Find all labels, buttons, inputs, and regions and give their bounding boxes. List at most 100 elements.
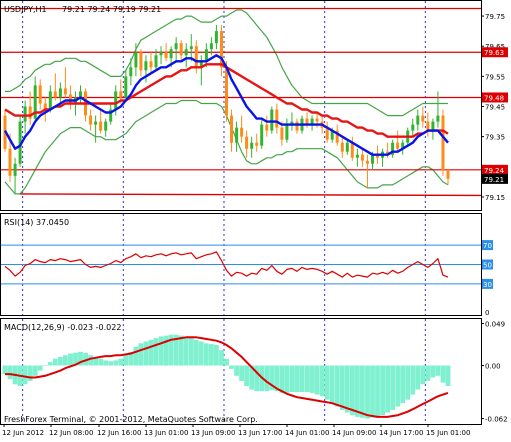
- candle-body[interactable]: [365, 160, 369, 164]
- candle-body[interactable]: [204, 49, 208, 62]
- candle-body[interactable]: [230, 115, 233, 143]
- candle-body[interactable]: [396, 142, 400, 149]
- macd-histogram-bar: [249, 365, 255, 390]
- rsi-pane-frame[interactable]: [0, 213, 482, 316]
- candle-body[interactable]: [169, 49, 173, 59]
- macd-histogram-bar: [2, 365, 8, 375]
- trend-line[interactable]: [20, 193, 482, 197]
- candle-body[interactable]: [411, 124, 415, 131]
- candle-body[interactable]: [265, 124, 269, 131]
- candle-body[interactable]: [139, 52, 143, 71]
- macd-histogram-bar: [435, 365, 441, 376]
- candle-body[interactable]: [18, 121, 22, 164]
- candle-body[interactable]: [436, 115, 440, 122]
- candle-body[interactable]: [38, 85, 42, 104]
- candle-body[interactable]: [214, 31, 218, 44]
- candle-body[interactable]: [174, 43, 178, 50]
- candle-body[interactable]: [220, 31, 223, 68]
- candle-body[interactable]: [280, 127, 284, 140]
- candle-body[interactable]: [295, 121, 299, 131]
- candle-body[interactable]: [134, 52, 138, 68]
- candle-body[interactable]: [355, 154, 359, 158]
- candle-body[interactable]: [270, 109, 274, 131]
- candle-body[interactable]: [290, 121, 294, 125]
- candle-body[interactable]: [189, 46, 193, 50]
- candle-body[interactable]: [119, 91, 123, 98]
- candle-body[interactable]: [63, 88, 67, 95]
- candle-body[interactable]: [421, 115, 425, 122]
- candle-body[interactable]: [99, 121, 103, 131]
- candle-body[interactable]: [179, 43, 183, 56]
- candle-body[interactable]: [154, 55, 158, 68]
- candle-body[interactable]: [43, 103, 47, 110]
- macd-histogram-bar: [158, 336, 164, 366]
- rsi-level-label: 30: [483, 281, 492, 289]
- candle-body[interactable]: [416, 115, 420, 125]
- candle-body[interactable]: [441, 115, 445, 170]
- candle-body[interactable]: [89, 115, 93, 125]
- price-pane-frame[interactable]: [0, 0, 482, 211]
- candle-body[interactable]: [345, 142, 349, 152]
- candle-body[interactable]: [48, 91, 52, 110]
- candle-body[interactable]: [431, 121, 435, 131]
- candle-body[interactable]: [23, 106, 27, 122]
- candle-body[interactable]: [325, 127, 329, 140]
- candle-body[interactable]: [28, 106, 32, 119]
- candle-body[interactable]: [330, 130, 334, 140]
- candle-body[interactable]: [199, 61, 203, 68]
- candle-body[interactable]: [124, 76, 128, 98]
- candle-body[interactable]: [426, 121, 430, 131]
- candle-body[interactable]: [129, 67, 133, 77]
- candle-body[interactable]: [340, 142, 344, 152]
- candle-body[interactable]: [68, 94, 72, 104]
- macd-pane-frame[interactable]: [0, 318, 482, 425]
- candle-body[interactable]: [401, 142, 405, 149]
- candle-body[interactable]: [109, 109, 113, 122]
- candle-body[interactable]: [371, 154, 374, 164]
- candle-body[interactable]: [305, 118, 309, 125]
- candle-body[interactable]: [79, 91, 82, 98]
- candle-body[interactable]: [360, 154, 364, 161]
- horizontal-lines[interactable]: [1, 7, 482, 197]
- candle-body[interactable]: [53, 91, 57, 98]
- candle-body[interactable]: [144, 61, 148, 71]
- candle-body[interactable]: [245, 136, 249, 149]
- candle-body[interactable]: [235, 127, 239, 143]
- candle-body[interactable]: [285, 124, 289, 140]
- candle-body[interactable]: [13, 163, 17, 176]
- price-axis-label: 79.15: [485, 194, 505, 202]
- candle-body[interactable]: [376, 154, 379, 158]
- candle-body[interactable]: [260, 124, 264, 146]
- candle-body[interactable]: [350, 142, 354, 158]
- candle-body[interactable]: [184, 49, 188, 56]
- macd-histogram-bar: [420, 365, 426, 385]
- candle-body[interactable]: [94, 121, 98, 125]
- candle-body[interactable]: [149, 61, 153, 68]
- candle-body[interactable]: [391, 142, 395, 155]
- candle-body[interactable]: [386, 151, 390, 155]
- candle-body[interactable]: [33, 85, 37, 119]
- candle-body[interactable]: [114, 91, 118, 110]
- candle-body[interactable]: [240, 127, 244, 137]
- candle-body[interactable]: [310, 118, 314, 125]
- macd-histogram-bar: [178, 335, 184, 366]
- candle-body[interactable]: [209, 43, 213, 50]
- macd-histogram-bar: [440, 365, 446, 383]
- candlesticks[interactable]: [3, 25, 450, 194]
- candle-body[interactable]: [250, 142, 254, 149]
- candle-body[interactable]: [225, 67, 228, 116]
- candle-body[interactable]: [446, 169, 450, 179]
- candle-body[interactable]: [335, 130, 339, 143]
- candle-body[interactable]: [315, 118, 319, 122]
- macd-histogram-bar: [143, 341, 149, 366]
- candle-body[interactable]: [159, 52, 163, 56]
- candle-body[interactable]: [8, 148, 12, 176]
- candle-body[interactable]: [58, 88, 62, 98]
- candle-body[interactable]: [255, 142, 259, 146]
- candle-body[interactable]: [164, 52, 168, 59]
- candle-body[interactable]: [275, 109, 279, 128]
- candle-body[interactable]: [194, 46, 198, 68]
- candle-body[interactable]: [104, 121, 108, 131]
